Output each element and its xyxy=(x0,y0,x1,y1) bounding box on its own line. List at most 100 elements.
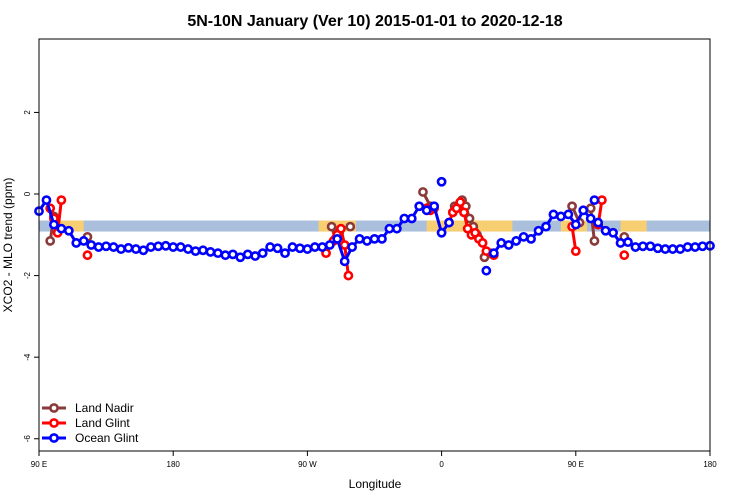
ocean-glint-point xyxy=(175,242,186,252)
ocean-glint-point xyxy=(444,217,454,228)
ocean-glint-point xyxy=(71,238,82,248)
ocean-glint-point xyxy=(563,209,574,220)
land-glint-point xyxy=(459,207,469,218)
legend-swatch-point xyxy=(49,433,59,443)
ocean-glint-point xyxy=(697,241,708,252)
plot-area xyxy=(34,38,715,452)
ocean-glint-point xyxy=(436,227,447,238)
ocean-glint-point xyxy=(600,225,611,236)
ocean-glint-point xyxy=(190,246,201,257)
ocean-glint-point xyxy=(235,252,246,263)
ocean-glint-point xyxy=(436,176,447,187)
y-axis: 2 0 -2 -4 -6 xyxy=(23,110,39,443)
ocean-glint-point xyxy=(347,242,358,252)
ocean-glint-point xyxy=(339,256,350,267)
ocean-glint-point xyxy=(391,223,402,234)
ocean-glint-point xyxy=(153,241,164,252)
ocean-glint-point xyxy=(682,242,693,252)
y-tick-label: 0 xyxy=(23,191,32,196)
x-axis-label: Longitude xyxy=(349,477,402,491)
ocean-glint-point xyxy=(287,242,298,252)
ocean-glint-point xyxy=(317,242,328,252)
ocean-glint-point xyxy=(623,237,633,248)
land-nadir-point xyxy=(589,236,600,246)
ocean-glint-point xyxy=(250,251,261,261)
ocean-glint-point xyxy=(56,223,67,234)
x-tick-label: 90 E xyxy=(31,460,47,469)
ocean-glint-series xyxy=(34,176,715,276)
ocean-glint-point xyxy=(526,233,536,244)
ocean-glint-point xyxy=(578,205,589,216)
ocean-glint-point xyxy=(49,219,59,230)
ocean-glint-point xyxy=(280,248,290,259)
legend-label-ocean-glint: Ocean Glint xyxy=(75,431,139,445)
ocean-glint-point xyxy=(585,213,596,224)
ocean-glint-point xyxy=(645,241,656,252)
ocean-glint-point xyxy=(168,242,179,252)
ocean-glint-point xyxy=(503,240,514,250)
ocean-glint-point xyxy=(116,244,126,254)
ocean-glint-point xyxy=(302,244,313,254)
ocean-glint-point xyxy=(406,213,417,224)
y-tick-label: -2 xyxy=(23,271,32,279)
ocean-glint-point xyxy=(496,238,507,248)
legend-label-land-glint: Land Glint xyxy=(75,416,130,430)
land-glint-point xyxy=(596,195,607,206)
land-nadir-point xyxy=(326,221,337,232)
y-tick-label: 2 xyxy=(23,110,32,115)
ocean-glint-point xyxy=(354,233,365,244)
ocean-glint-point xyxy=(511,236,522,246)
ocean-glint-point xyxy=(86,240,97,250)
land-nadir-point xyxy=(418,187,428,197)
ocean-glint-point xyxy=(362,236,372,246)
ocean-glint-point xyxy=(667,244,678,254)
land-glint-point xyxy=(481,246,492,257)
ocean-glint-point xyxy=(675,244,686,254)
ocean-glint-point xyxy=(488,248,499,259)
land-glint-point xyxy=(570,246,581,257)
x-axis: 90 E 180 90 W 0 90 E 180 xyxy=(31,451,717,469)
ocean-glint-point xyxy=(421,205,432,216)
land-nadir-point xyxy=(45,236,56,246)
land-glint-point xyxy=(82,250,93,261)
ocean-glint-point xyxy=(41,195,52,206)
ocean-glint-point xyxy=(123,242,134,253)
ocean-glint-point xyxy=(309,242,320,252)
ocean-glint-point xyxy=(265,242,276,252)
ocean-glint-point xyxy=(78,236,89,246)
ocean-glint-point xyxy=(638,241,648,252)
land-nadir-point xyxy=(567,201,577,212)
ocean-glint-point xyxy=(272,243,283,254)
x-tick-label: 0 xyxy=(439,460,444,469)
ocean-glint-point xyxy=(63,225,74,236)
ocean-glint-point xyxy=(377,233,387,244)
land-glint-point xyxy=(477,238,488,248)
ocean-glint-point xyxy=(242,249,253,260)
land-nadir-point xyxy=(345,221,356,232)
ocean-glint-point xyxy=(324,240,335,250)
x-tick-label: 90 W xyxy=(298,460,317,469)
ocean-glint-point xyxy=(295,243,305,254)
ocean-glint-point xyxy=(220,250,231,261)
y-axis-label: XCO2 - MLO trend (ppm) xyxy=(1,178,15,313)
land-glint-point xyxy=(339,240,350,250)
ocean-glint-point xyxy=(213,248,223,259)
y-tick-label: -6 xyxy=(23,435,32,443)
ocean-glint-point xyxy=(429,201,440,212)
ocean-glint-point xyxy=(160,240,171,251)
land-band-segment xyxy=(620,220,647,232)
ocean-glint-point xyxy=(198,245,208,256)
ocean-glint-point xyxy=(101,241,111,252)
ocean-glint-point xyxy=(593,217,604,228)
reference-band-rect xyxy=(39,220,710,232)
ocean-glint-point xyxy=(108,242,119,252)
legend-swatch-point xyxy=(49,403,59,413)
legend-label-land-nadir: Land Nadir xyxy=(75,401,134,415)
ocean-glint-point xyxy=(131,244,141,254)
ocean-glint-point xyxy=(138,245,149,256)
ocean-glint-point xyxy=(93,242,104,252)
ocean-glint-point xyxy=(630,242,641,252)
ocean-glint-point xyxy=(652,243,663,254)
ocean-glint-point xyxy=(257,248,268,259)
